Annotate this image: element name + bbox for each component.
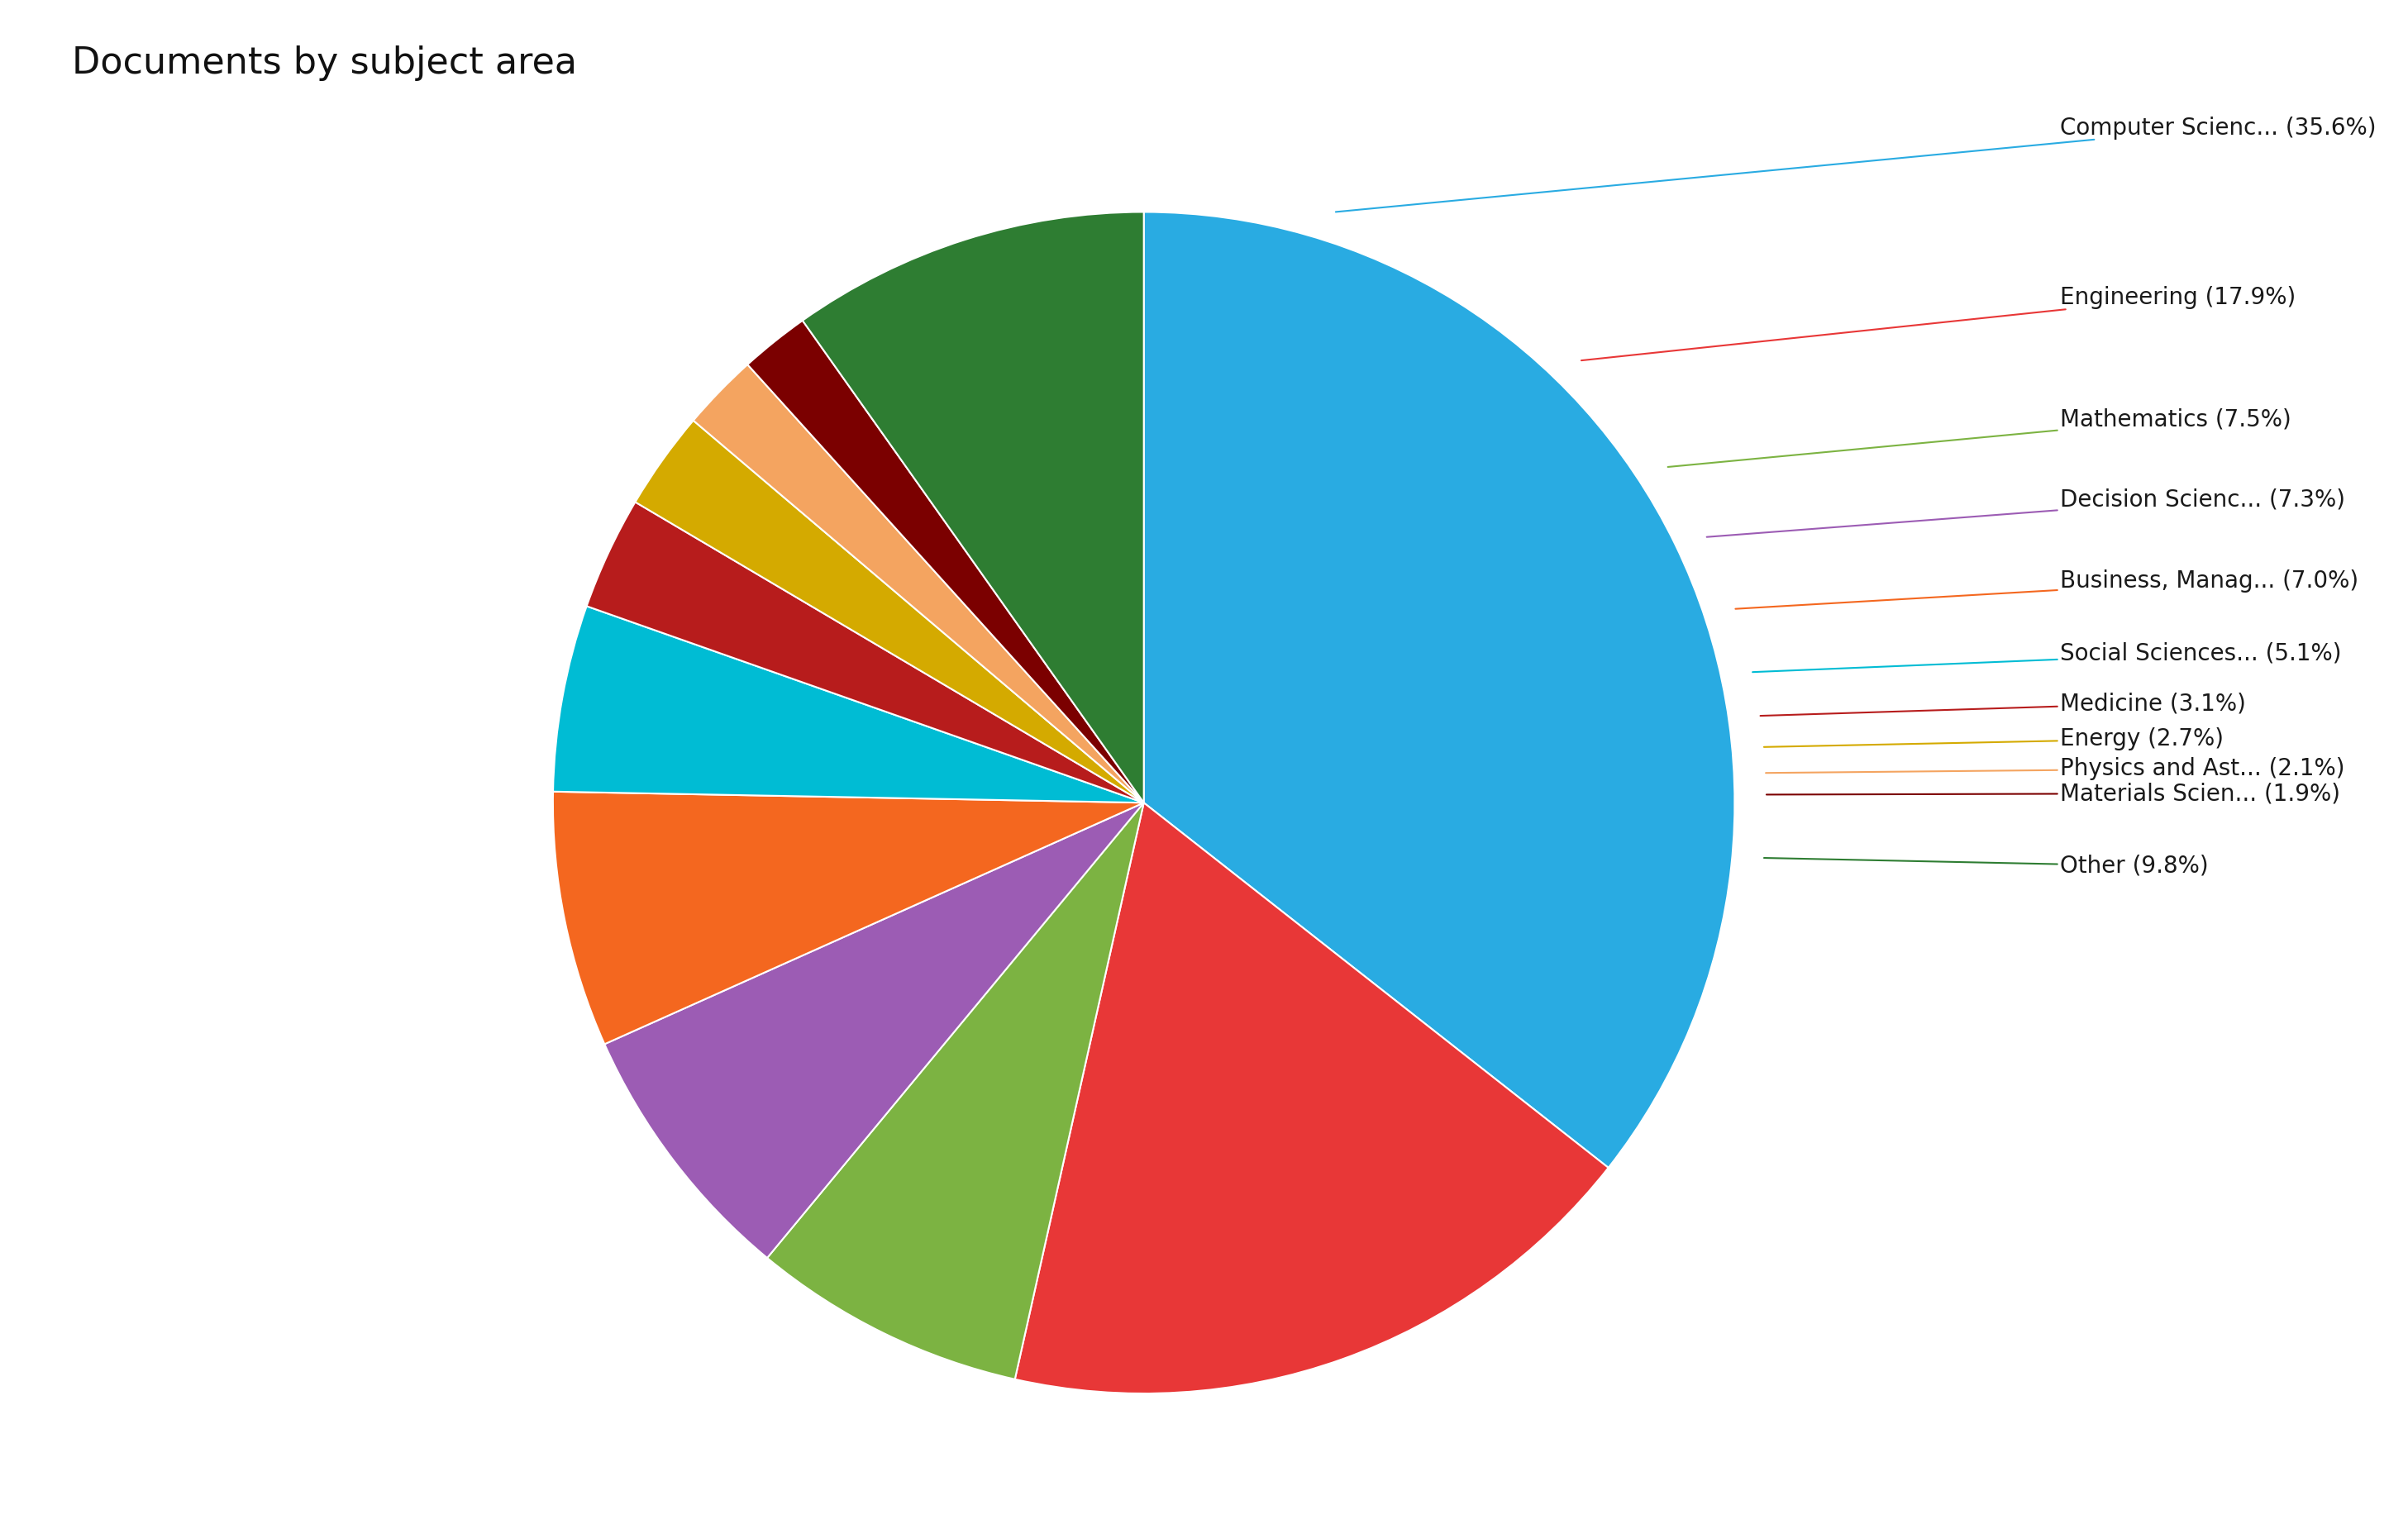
Wedge shape: [1144, 213, 1734, 1168]
Text: Business, Manag... (7.0%): Business, Manag... (7.0%): [1736, 570, 2357, 609]
Text: Other (9.8%): Other (9.8%): [1765, 855, 2208, 878]
Wedge shape: [554, 792, 1144, 1044]
Text: Mathematics (7.5%): Mathematics (7.5%): [1669, 408, 2290, 466]
Text: Decision Scienc... (7.3%): Decision Scienc... (7.3%): [1707, 488, 2345, 537]
Text: Physics and Ast... (2.1%): Physics and Ast... (2.1%): [1765, 757, 2345, 780]
Wedge shape: [604, 803, 1144, 1258]
Wedge shape: [694, 364, 1144, 803]
Text: Materials Scien... (1.9%): Materials Scien... (1.9%): [1767, 781, 2341, 804]
Wedge shape: [768, 803, 1144, 1379]
Text: Computer Scienc... (35.6%): Computer Scienc... (35.6%): [1336, 116, 2377, 213]
Text: Documents by subject area: Documents by subject area: [72, 46, 578, 81]
Text: Energy (2.7%): Energy (2.7%): [1765, 728, 2223, 751]
Text: Engineering (17.9%): Engineering (17.9%): [1582, 286, 2295, 361]
Wedge shape: [588, 502, 1144, 803]
Wedge shape: [1014, 803, 1609, 1393]
Wedge shape: [554, 605, 1144, 803]
Wedge shape: [802, 213, 1144, 803]
Wedge shape: [746, 321, 1144, 803]
Wedge shape: [636, 420, 1144, 803]
Text: Social Sciences... (5.1%): Social Sciences... (5.1%): [1753, 642, 2341, 673]
Text: Medicine (3.1%): Medicine (3.1%): [1760, 693, 2247, 716]
